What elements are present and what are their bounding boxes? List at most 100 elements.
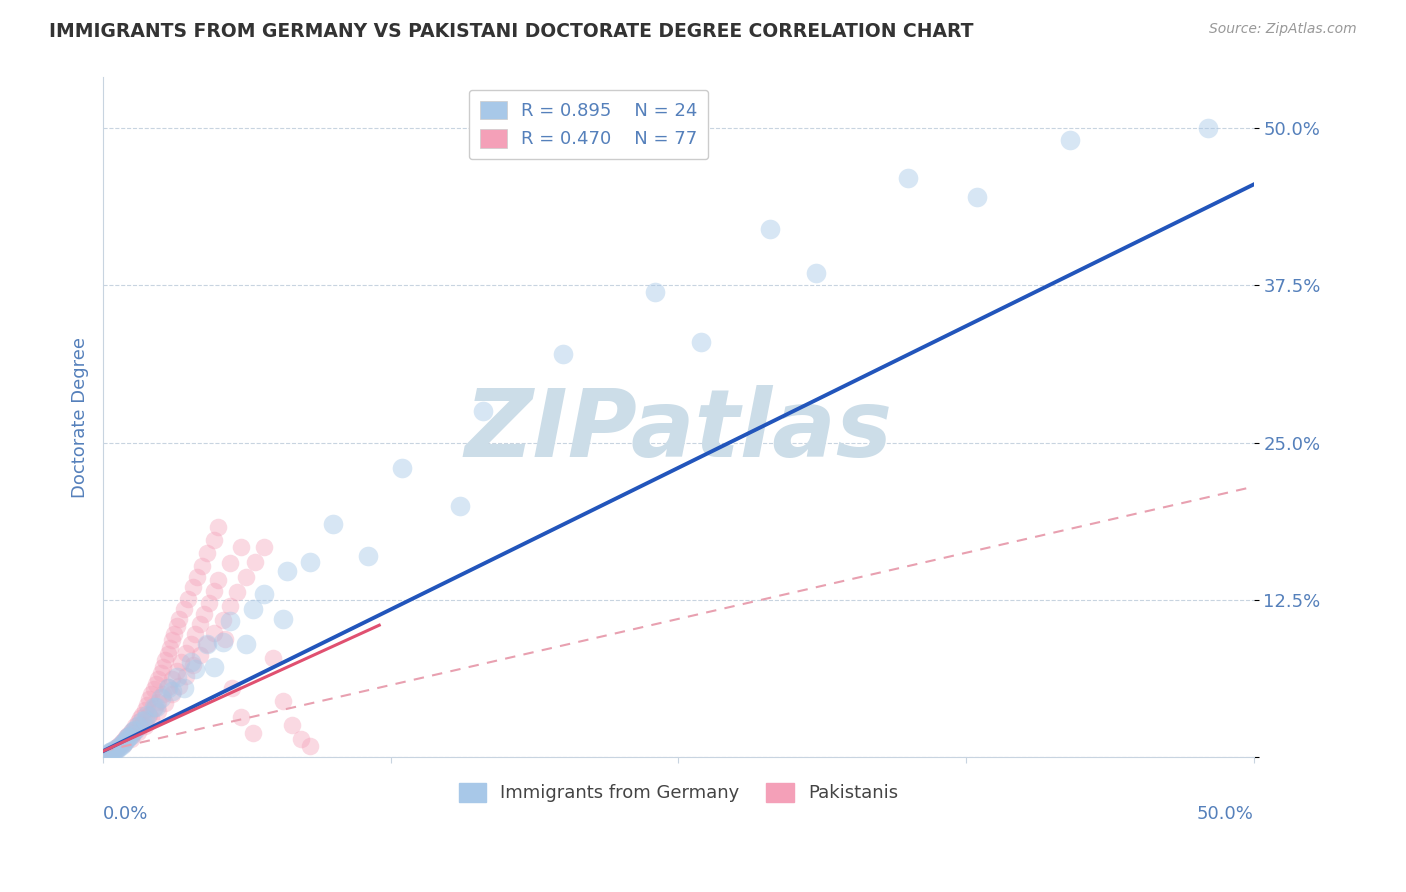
Point [141, 711, 163, 725]
Text: 50.0%: 50.0% [1197, 805, 1254, 823]
Point [186, 570, 208, 584]
Point [98, 745, 121, 759]
Point [104, 743, 127, 757]
Point [759, 221, 782, 235]
Point [108, 740, 131, 755]
Point [127, 719, 149, 733]
Point [120, 725, 142, 739]
Point [299, 555, 322, 569]
Point [94, 747, 117, 762]
Point [166, 664, 188, 678]
Y-axis label: Doctorate Degree: Doctorate Degree [72, 337, 89, 498]
Point [134, 714, 156, 728]
Point [218, 615, 240, 629]
Point [148, 704, 170, 718]
Point [174, 668, 197, 682]
Point [142, 700, 165, 714]
Point [202, 659, 225, 673]
Point [202, 533, 225, 547]
Point [105, 741, 128, 756]
Point [98, 745, 121, 759]
Point [97, 747, 120, 761]
Point [156, 680, 179, 694]
Point [211, 613, 233, 627]
Point [142, 682, 165, 697]
Point [131, 714, 153, 728]
Point [690, 334, 713, 349]
Point [449, 499, 471, 513]
Point [127, 715, 149, 730]
Point [152, 659, 174, 673]
Point [148, 695, 170, 709]
Point [122, 723, 145, 737]
Point [188, 648, 211, 663]
Point [141, 688, 163, 702]
Point [1197, 120, 1219, 135]
Point [117, 731, 139, 745]
Point [218, 557, 240, 571]
Point [170, 655, 193, 669]
Point [195, 637, 218, 651]
Point [166, 619, 188, 633]
Point [105, 741, 128, 756]
Point [108, 738, 131, 752]
Point [242, 602, 264, 616]
Point [120, 728, 142, 742]
Point [152, 688, 174, 702]
Point [188, 616, 211, 631]
Point [124, 723, 146, 737]
Point [281, 717, 304, 731]
Point [173, 681, 195, 695]
Point [191, 559, 214, 574]
Point [110, 735, 132, 749]
Point [471, 404, 494, 418]
Point [134, 713, 156, 727]
Point [117, 731, 139, 745]
Point [180, 637, 202, 651]
Point [115, 732, 138, 747]
Text: IMMIGRANTS FROM GERMANY VS PAKISTANI DOCTORATE DEGREE CORRELATION CHART: IMMIGRANTS FROM GERMANY VS PAKISTANI DOC… [49, 22, 974, 41]
Point [553, 347, 575, 361]
Point [112, 735, 135, 749]
Point [155, 653, 177, 667]
Point [211, 634, 233, 648]
Point [290, 731, 312, 746]
Point [214, 632, 236, 646]
Point [271, 694, 294, 708]
Point [235, 637, 257, 651]
Point [110, 737, 132, 751]
Point [180, 655, 202, 669]
Point [160, 633, 183, 648]
Point [145, 700, 167, 714]
Point [115, 732, 138, 747]
Point [160, 683, 183, 698]
Point [644, 285, 666, 299]
Point [806, 266, 828, 280]
Point [134, 719, 156, 733]
Point [131, 707, 153, 722]
Text: 0.0%: 0.0% [103, 805, 149, 823]
Point [163, 627, 186, 641]
Point [98, 745, 121, 759]
Point [120, 729, 142, 743]
Point [897, 171, 920, 186]
Point [160, 673, 183, 687]
Point [966, 190, 988, 204]
Point [101, 744, 124, 758]
Point [253, 540, 276, 554]
Point [167, 679, 190, 693]
Point [322, 517, 344, 532]
Point [149, 666, 172, 681]
Point [195, 637, 218, 651]
Point [149, 691, 172, 706]
Point [166, 670, 188, 684]
Point [97, 747, 120, 761]
Point [231, 540, 253, 554]
Point [357, 549, 380, 563]
Point [173, 602, 195, 616]
Point [159, 640, 181, 655]
Point [112, 732, 135, 747]
Point [105, 740, 128, 755]
Point [271, 612, 294, 626]
Point [391, 460, 413, 475]
